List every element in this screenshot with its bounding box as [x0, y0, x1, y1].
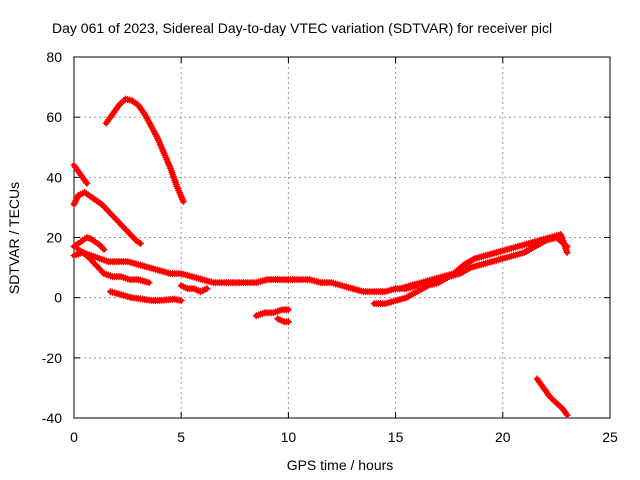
- grid: [74, 57, 610, 418]
- y-tick-label: 20: [46, 230, 62, 246]
- data-point-marker: [99, 244, 107, 252]
- y-tick-label: 80: [46, 49, 62, 65]
- series-arc-rise: [370, 234, 571, 308]
- series-arc-near-zero: [106, 288, 185, 305]
- data-point-marker: [284, 306, 292, 314]
- data-point-marker: [552, 399, 560, 407]
- axis-ticks: 0 5 10 15 20 25 -40 -20 0 20 40 60 80: [42, 49, 618, 445]
- y-tick-label: -40: [42, 410, 62, 426]
- data-series: [70, 95, 571, 419]
- data-point-marker: [563, 411, 571, 419]
- series-band: [71, 162, 90, 186]
- data-point-marker: [136, 240, 144, 248]
- chart-title: Day 061 of 2023, Sidereal Day-to-day VTE…: [52, 20, 552, 36]
- data-point-marker: [120, 97, 128, 105]
- data-point-marker: [117, 100, 125, 108]
- data-point-marker: [145, 279, 153, 287]
- series-arc-rise-upper: [396, 230, 571, 293]
- data-point-marker: [549, 396, 557, 404]
- series-arc-small-b: [252, 306, 292, 320]
- series-arc-small-a: [177, 282, 211, 296]
- x-tick-label: 25: [602, 429, 618, 445]
- y-tick-label: 0: [54, 290, 62, 306]
- data-point-marker: [548, 394, 556, 402]
- data-point-marker: [131, 235, 139, 243]
- data-point-marker: [179, 197, 187, 205]
- data-point-marker: [100, 246, 108, 254]
- series-arc-upper-left-a: [70, 161, 91, 187]
- data-point-marker: [563, 249, 571, 257]
- y-tick-label: 40: [46, 169, 62, 185]
- series-arc-mid-left: [70, 234, 108, 254]
- data-point-marker: [546, 393, 554, 401]
- data-point-marker: [284, 318, 292, 326]
- data-point-marker: [203, 285, 211, 293]
- series-arc-high-peak: [102, 95, 187, 205]
- x-axis-label: GPS time / hours: [287, 457, 394, 473]
- data-point-marker: [177, 297, 185, 305]
- data-point-marker: [557, 403, 565, 411]
- data-point-marker: [556, 402, 564, 410]
- x-tick-label: 10: [281, 429, 297, 445]
- x-tick-label: 20: [495, 429, 511, 445]
- series-arc-small-c: [274, 315, 292, 326]
- y-tick-label: -20: [42, 350, 62, 366]
- x-tick-label: 5: [177, 429, 185, 445]
- y-tick-label: 60: [46, 109, 62, 125]
- data-point-marker: [554, 400, 562, 408]
- x-tick-label: 0: [70, 429, 78, 445]
- data-point-marker: [115, 101, 123, 109]
- series-arc-lower-left: [74, 246, 153, 287]
- series-arc-main: [70, 249, 421, 296]
- data-point-marker: [83, 179, 91, 187]
- data-point-marker: [99, 268, 107, 276]
- y-axis-label: SDTVAR / TECUs: [6, 182, 22, 294]
- x-tick-label: 15: [388, 429, 404, 445]
- series-arc-descent: [533, 375, 571, 419]
- data-point-marker: [118, 98, 126, 106]
- data-point-marker: [551, 397, 559, 405]
- series-arc-upper-left-b: [70, 188, 144, 248]
